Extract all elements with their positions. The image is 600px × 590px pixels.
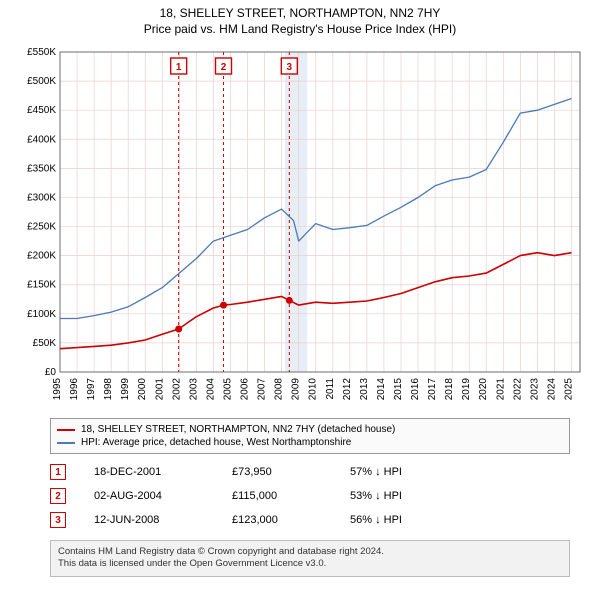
chart-container: 18, SHELLEY STREET, NORTHAMPTON, NN2 7HY… bbox=[0, 0, 600, 585]
legend-label: 18, SHELLEY STREET, NORTHAMPTON, NN2 7HY… bbox=[81, 424, 395, 435]
svg-text:£150K: £150K bbox=[27, 280, 56, 291]
svg-text:2025: 2025 bbox=[563, 378, 574, 401]
sale-row: 1 18-DEC-2001 £73,950 57% ↓ HPI bbox=[50, 460, 570, 484]
sale-diff: 57% ↓ HPI bbox=[350, 466, 460, 478]
legend-row: HPI: Average price, detached house, West… bbox=[57, 436, 563, 449]
svg-text:2004: 2004 bbox=[205, 378, 216, 401]
sale-marker-box: 1 bbox=[50, 464, 66, 480]
svg-text:£350K: £350K bbox=[27, 163, 56, 174]
title-block: 18, SHELLEY STREET, NORTHAMPTON, NN2 7HY… bbox=[10, 6, 590, 36]
svg-text:1996: 1996 bbox=[69, 378, 80, 401]
footnote-line: Contains HM Land Registry data © Crown c… bbox=[58, 546, 562, 558]
svg-text:2008: 2008 bbox=[274, 378, 285, 401]
footnote: Contains HM Land Registry data © Crown c… bbox=[50, 540, 570, 577]
svg-text:2003: 2003 bbox=[188, 378, 199, 401]
svg-text:2013: 2013 bbox=[359, 378, 370, 401]
svg-text:£450K: £450K bbox=[27, 105, 56, 116]
sale-diff: 53% ↓ HPI bbox=[350, 490, 460, 502]
svg-text:2007: 2007 bbox=[257, 378, 268, 401]
svg-text:2005: 2005 bbox=[222, 378, 233, 401]
legend-swatch bbox=[57, 429, 75, 431]
sales-table: 1 18-DEC-2001 £73,950 57% ↓ HPI 2 02-AUG… bbox=[50, 460, 570, 532]
svg-text:2000: 2000 bbox=[137, 378, 148, 401]
svg-text:2023: 2023 bbox=[529, 378, 540, 401]
svg-text:£200K: £200K bbox=[27, 251, 56, 262]
chart-svg: £0 £50K £100K £150K £200K £250K £300K £350K £400… bbox=[10, 42, 590, 412]
svg-text:2012: 2012 bbox=[342, 378, 353, 401]
title-address: 18, SHELLEY STREET, NORTHAMPTON, NN2 7HY bbox=[10, 6, 590, 20]
svg-text:£400K: £400K bbox=[27, 134, 56, 145]
svg-text:£50K: £50K bbox=[33, 338, 57, 349]
chart-area: £0 £50K £100K £150K £200K £250K £300K £350K £400… bbox=[10, 42, 590, 412]
svg-text:2020: 2020 bbox=[478, 378, 489, 401]
svg-text:1998: 1998 bbox=[103, 378, 114, 401]
svg-text:£500K: £500K bbox=[27, 76, 56, 87]
svg-text:2009: 2009 bbox=[291, 378, 302, 401]
legend: 18, SHELLEY STREET, NORTHAMPTON, NN2 7HY… bbox=[50, 418, 570, 454]
sale-price: £123,000 bbox=[232, 514, 322, 526]
svg-text:2024: 2024 bbox=[546, 378, 557, 401]
svg-text:3: 3 bbox=[287, 62, 293, 73]
svg-text:1: 1 bbox=[176, 62, 182, 73]
svg-text:2014: 2014 bbox=[376, 378, 387, 401]
sale-date: 02-AUG-2004 bbox=[94, 490, 204, 502]
title-subtitle: Price paid vs. HM Land Registry's House … bbox=[10, 22, 590, 36]
legend-label: HPI: Average price, detached house, West… bbox=[81, 437, 351, 448]
svg-text:£300K: £300K bbox=[27, 192, 56, 203]
footnote-line: This data is licensed under the Open Gov… bbox=[58, 558, 562, 570]
svg-text:2021: 2021 bbox=[495, 378, 506, 401]
svg-text:2006: 2006 bbox=[240, 378, 251, 401]
legend-row: 18, SHELLEY STREET, NORTHAMPTON, NN2 7HY… bbox=[57, 423, 563, 436]
svg-text:£250K: £250K bbox=[27, 222, 56, 233]
svg-text:2011: 2011 bbox=[325, 378, 336, 400]
sale-marker-box: 2 bbox=[50, 488, 66, 504]
svg-text:2002: 2002 bbox=[171, 378, 182, 401]
sale-row: 2 02-AUG-2004 £115,000 53% ↓ HPI bbox=[50, 484, 570, 508]
sale-diff: 56% ↓ HPI bbox=[350, 514, 460, 526]
svg-text:2017: 2017 bbox=[427, 378, 438, 401]
svg-text:2: 2 bbox=[221, 62, 227, 73]
sale-row: 3 12-JUN-2008 £123,000 56% ↓ HPI bbox=[50, 508, 570, 532]
legend-swatch bbox=[57, 442, 75, 444]
sale-date: 12-JUN-2008 bbox=[94, 514, 204, 526]
svg-text:2015: 2015 bbox=[393, 378, 404, 401]
svg-text:£100K: £100K bbox=[27, 309, 56, 320]
svg-text:2001: 2001 bbox=[154, 378, 165, 401]
svg-text:2016: 2016 bbox=[410, 378, 421, 401]
svg-text:£0: £0 bbox=[45, 367, 57, 378]
sale-price: £115,000 bbox=[232, 490, 322, 502]
svg-text:£550K: £550K bbox=[27, 47, 56, 58]
sale-marker-box: 3 bbox=[50, 512, 66, 528]
sale-date: 18-DEC-2001 bbox=[94, 466, 204, 478]
svg-text:1999: 1999 bbox=[120, 378, 131, 401]
svg-text:1997: 1997 bbox=[86, 378, 97, 401]
svg-text:2022: 2022 bbox=[512, 378, 523, 401]
svg-text:1995: 1995 bbox=[52, 378, 63, 401]
svg-text:2019: 2019 bbox=[461, 378, 472, 401]
svg-text:2018: 2018 bbox=[444, 378, 455, 401]
svg-text:2010: 2010 bbox=[308, 378, 319, 401]
sale-price: £73,950 bbox=[232, 466, 322, 478]
